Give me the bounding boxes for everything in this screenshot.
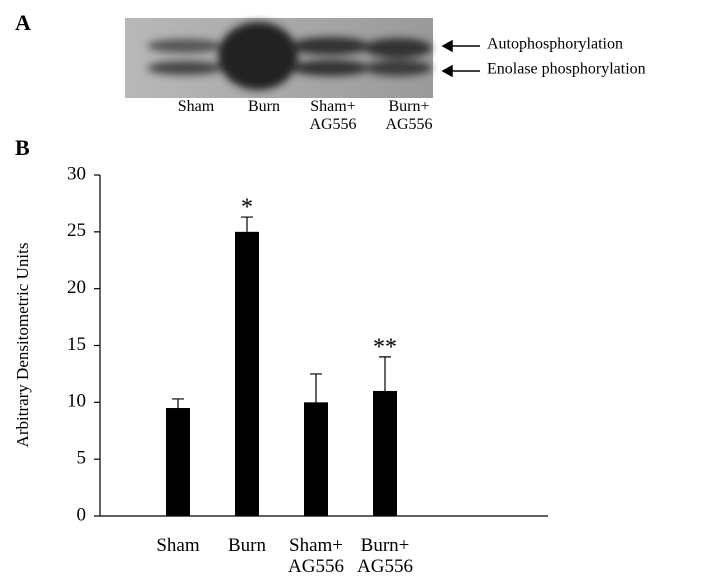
bar [235,232,259,516]
y-tick-label: 0 [77,504,87,525]
figure: A Autophosphorylation Enolase phosphoryl… [0,0,702,584]
error-bar [379,357,391,391]
x-tick-label: Burn [215,536,279,557]
arrow-label: Autophosphorylation [487,36,623,53]
arrow-label: Enolase phosphorylation [487,61,646,78]
panel-label: A [15,10,31,35]
error-bar [310,374,322,402]
lane-label: Burn [232,98,296,116]
y-tick-label: 15 [67,334,86,355]
annotation: * [241,195,253,221]
annotation: ** [373,334,397,360]
lane-label: Sham+ AG556 [301,98,365,133]
y-axis-title: Arbitrary Densitometric Units [13,243,32,448]
y-tick-label: 25 [67,220,86,241]
bar [373,391,397,516]
y-tick-label: 5 [77,448,87,469]
y-tick-label: 20 [67,277,86,298]
panel-label: B [15,135,30,160]
y-tick-label: 10 [67,391,86,412]
bar [166,408,190,516]
x-tick-label: Burn+ AG556 [353,536,417,578]
lane-label: Burn+ AG556 [377,98,441,133]
error-bar [172,399,184,408]
x-tick-label: Sham [146,536,210,557]
y-tick-label: 30 [67,163,86,184]
x-tick-label: Sham+ AG556 [284,536,348,578]
arrows [443,41,480,76]
chart: A Autophosphorylation Enolase phosphoryl… [0,0,702,584]
lane-label: Sham [164,98,228,116]
blot [125,18,433,98]
bar [304,402,328,516]
